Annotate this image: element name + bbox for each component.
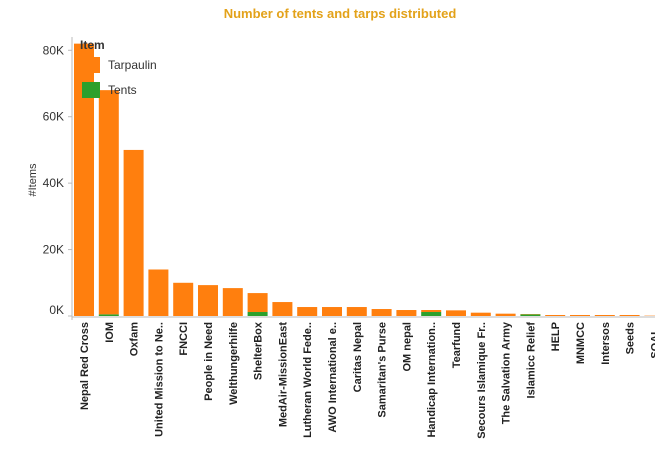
x-tick-label: ShelterBox	[253, 321, 265, 380]
bar-segment	[123, 149, 144, 316]
bar-segment	[346, 307, 367, 316]
y-axis-label: #Items	[27, 163, 39, 197]
bar-segment	[272, 302, 293, 316]
bar-segment	[619, 315, 640, 316]
bar-segment	[98, 90, 119, 315]
legend-swatch	[82, 57, 100, 73]
x-tick-label: MNMCC	[575, 322, 587, 364]
x-tick-label: Handicap Internation..	[426, 322, 438, 438]
x-tick-label: HELP	[550, 322, 562, 351]
plot	[74, 43, 655, 317]
bar-segment	[371, 309, 392, 316]
bar-segment	[322, 307, 342, 316]
chart-title: Number of tents and tarps distributed	[224, 6, 457, 21]
bar-segment	[173, 282, 194, 316]
y-tick-label: 80K	[43, 43, 64, 57]
bar-segment	[520, 314, 541, 316]
bar-segment	[421, 312, 442, 316]
bar-segment	[98, 314, 119, 316]
legend-title: Item	[80, 38, 105, 52]
x-tick-label: People in Need	[203, 322, 215, 401]
legend: Item Tarpaulin Tents	[80, 38, 157, 98]
legend-swatch	[82, 82, 100, 98]
x-tick-label: MedAir-MissionEast	[277, 322, 289, 427]
bar-segment	[222, 288, 243, 316]
y-tick-label: 40K	[43, 176, 64, 190]
bar-segment	[198, 285, 218, 316]
x-tick-label: IOM	[104, 322, 116, 343]
bar-segment	[446, 310, 466, 316]
bar-segment	[421, 310, 442, 313]
x-tick-label: Secours Islamique Fr..	[476, 322, 488, 439]
x-tick-label: United Mission to Ne..	[153, 322, 165, 437]
x-tick-label: AWO International e..	[327, 322, 339, 433]
bar-segment	[297, 307, 318, 316]
bar-segment	[247, 293, 268, 313]
y-tick-label: 60K	[43, 110, 64, 124]
x-tick-label: Tearfund	[451, 322, 463, 368]
bar-segment	[247, 312, 268, 316]
x-tick-label: Welthungerhilfe	[228, 322, 240, 405]
y-tick-label: 20K	[43, 243, 64, 257]
bar-segment	[470, 312, 491, 316]
bar-segment	[594, 315, 615, 316]
x-tick-label: Samaritan's Purse	[377, 322, 389, 418]
x-tick-label: Intersos	[600, 322, 612, 365]
x-tick-label: Oxfam	[129, 322, 141, 356]
legend-label: Tarpaulin	[108, 58, 157, 72]
x-tick-label: Lutheran World Fede..	[302, 322, 314, 438]
x-tick-label: The Salvation Army	[501, 321, 513, 424]
bar-segment	[545, 315, 566, 316]
x-tick-label: SOAL..	[649, 322, 655, 359]
x-tick-label: OM nepal	[401, 322, 413, 372]
x-tick-label: Islamicc Relief	[525, 322, 537, 399]
bar-segment	[74, 43, 94, 317]
bar-segment	[148, 269, 169, 316]
bar-segment	[396, 310, 417, 316]
x-tick-label: Caritas Nepal	[352, 322, 364, 392]
x-tick-label: Seeds	[625, 322, 637, 354]
bar-segment	[570, 315, 590, 316]
y-tick-label: 0K	[49, 303, 64, 317]
bar-segment	[495, 313, 516, 316]
legend-label: Tents	[108, 83, 137, 97]
x-tick-label: Nepal Red Cross	[79, 322, 91, 410]
x-tick-label: FNCCI	[178, 322, 190, 356]
